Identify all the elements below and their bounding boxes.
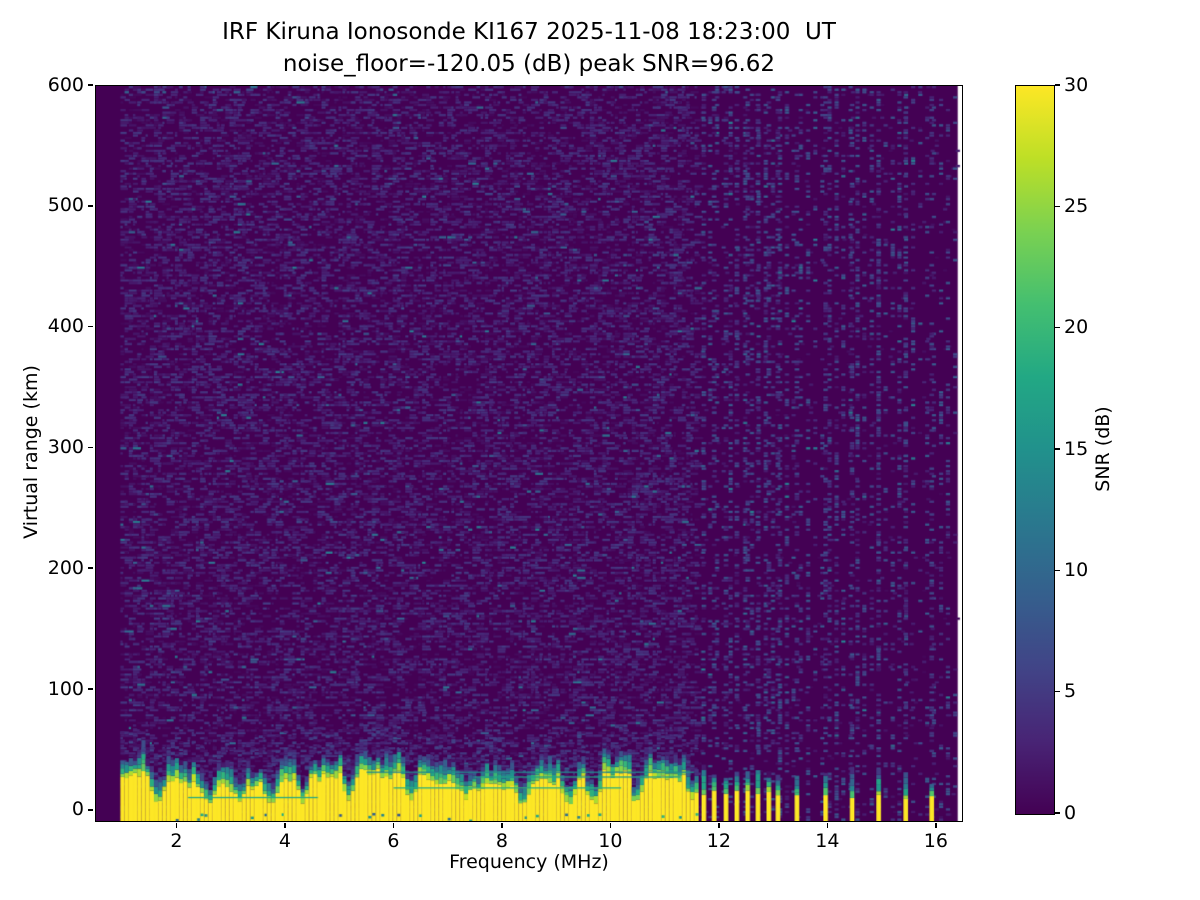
x-tick-mark (935, 823, 937, 828)
x-tick-mark (392, 823, 395, 828)
x-tick-label: 14 (815, 830, 840, 852)
colorbar-tick-mark (1054, 326, 1060, 329)
colorbar-tick-mark (1054, 84, 1060, 86)
y-tick-label: 100 (47, 677, 84, 700)
colorbar-label: SNR (dB) (1092, 406, 1114, 492)
x-tick-mark (175, 823, 178, 828)
y-tick-mark (88, 567, 94, 570)
colorbar-tick-label: 15 (1064, 437, 1089, 460)
colorbar-tick-label: 20 (1064, 316, 1089, 339)
x-tick-mark (718, 823, 720, 828)
x-tick-label: 16 (923, 830, 948, 852)
x-tick-label: 8 (495, 830, 508, 852)
colorbar-tick-mark (1054, 205, 1060, 208)
y-tick-label: 200 (47, 556, 84, 579)
y-tick-label: 400 (47, 315, 84, 338)
y-tick-label: 500 (47, 194, 84, 217)
x-tick-mark (826, 823, 829, 828)
heatmap-canvas (96, 86, 962, 821)
colorbar-tick-mark (1054, 690, 1060, 693)
colorbar-tick-label: 10 (1064, 558, 1089, 581)
x-tick-mark (284, 823, 286, 828)
x-tick-mark (609, 823, 612, 828)
y-tick-mark (88, 325, 94, 328)
y-tick-label: 0 (71, 798, 84, 821)
colorbar (1015, 85, 1055, 815)
x-tick-label: 2 (170, 830, 183, 852)
colorbar-tick-label: 5 (1064, 680, 1077, 703)
y-tick-mark (88, 84, 94, 86)
colorbar-tick-mark (1054, 448, 1060, 450)
y-tick-mark (88, 205, 94, 207)
x-tick-label: 10 (598, 830, 623, 852)
colorbar-tick-mark (1054, 569, 1060, 572)
x-tick-label: 4 (278, 830, 291, 852)
y-tick-mark (88, 809, 94, 811)
colorbar-tick-label: 30 (1064, 73, 1089, 96)
chart-subtitle: noise_floor=-120.05 (dB) peak SNR=96.62 (282, 51, 776, 77)
colorbar-tick-mark (1054, 812, 1060, 814)
x-tick-label: 12 (706, 830, 731, 852)
y-tick-mark (88, 446, 94, 449)
x-tick-mark (501, 823, 503, 828)
plot-area (95, 85, 963, 822)
colorbar-tick-label: 0 (1064, 801, 1077, 824)
chart-title: IRF Kiruna Ionosonde KI167 2025-11-08 18… (222, 19, 836, 45)
y-tick-label: 600 (47, 73, 84, 96)
colorbar-tick-label: 25 (1064, 194, 1089, 217)
y-tick-mark (88, 688, 94, 690)
x-tick-label: 6 (387, 830, 400, 852)
y-tick-label: 300 (47, 435, 84, 458)
x-axis-label: Frequency (MHz) (449, 851, 609, 873)
